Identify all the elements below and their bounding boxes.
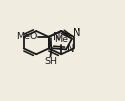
Text: MeO: MeO [17, 32, 38, 41]
Text: N: N [53, 32, 61, 42]
Text: N: N [67, 44, 74, 54]
Text: N: N [72, 28, 80, 38]
Text: ': ' [77, 27, 80, 37]
Text: Me: Me [54, 35, 68, 44]
Text: SH: SH [44, 57, 57, 66]
